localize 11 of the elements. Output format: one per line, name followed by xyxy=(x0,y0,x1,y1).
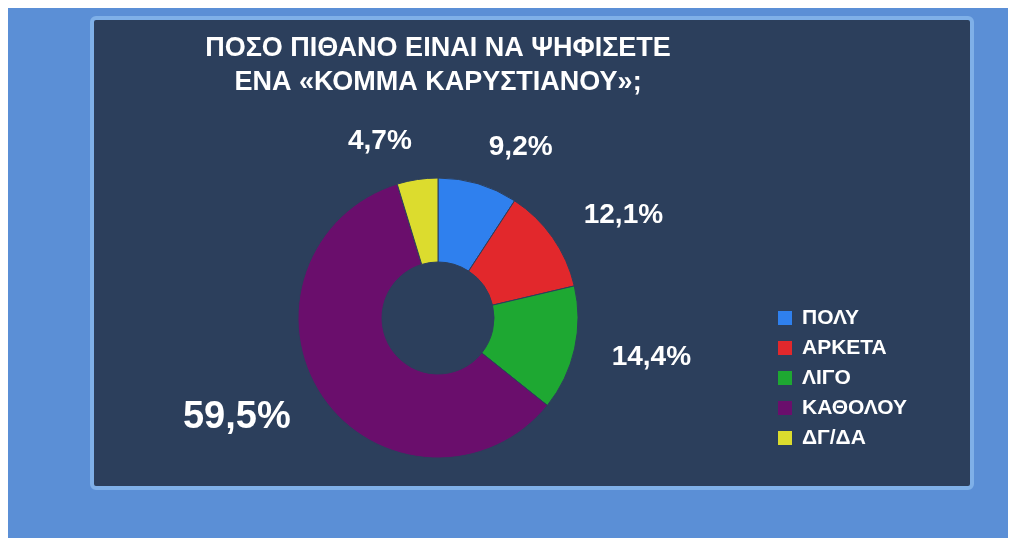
data-label: 59,5% xyxy=(182,393,291,436)
data-label: 12,1% xyxy=(583,198,664,230)
chart-title: ΠΟΣΟ ΠΙΘΑΝΟ ΕΙΝΑΙ ΝΑ ΨΗΦΙΣΕΤΕ ΕΝΑ «ΚΟΜΜΑ ΚΑΡΥΣΤΙΑΝΟΥ»; xyxy=(205,32,671,96)
legend-label: ΑΡΚΕΤΑ xyxy=(802,334,887,358)
legend-label: ΚΑΘΟΛΟΥ xyxy=(802,394,908,418)
data-label: 9,2% xyxy=(488,129,553,161)
legend-label: ΔΓ/ΔΑ xyxy=(802,424,866,448)
data-label: 4,7% xyxy=(347,124,412,156)
legend-label: ΠΟΛΥ xyxy=(802,304,860,328)
data-label: 14,4% xyxy=(611,339,692,371)
legend-label: ΛΙΓΟ xyxy=(802,364,851,388)
